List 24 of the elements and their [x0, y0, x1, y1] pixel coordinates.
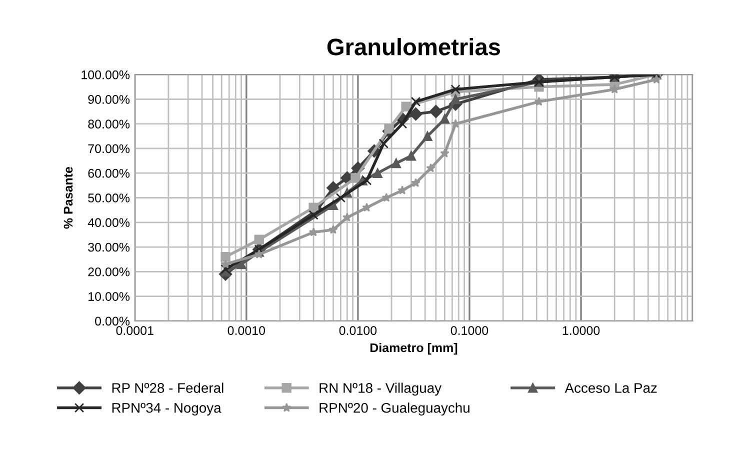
y-tick-label: 40.00% [88, 218, 130, 228]
x-tick-label: 0.0100 [339, 326, 377, 335]
y-tick-label: 90.00% [88, 95, 130, 104]
legend-label: RN Nº18 - Villaguay [320, 382, 442, 396]
y-tick-label: 10.00% [88, 292, 130, 301]
y-tick-label: 0.00% [95, 316, 130, 326]
y-tick-label: 70.00% [88, 144, 130, 154]
y-tick-label: 30.00% [88, 242, 130, 252]
x-tick-label: 0.0010 [228, 326, 266, 335]
legend-label: RPNº34 - Nogoya [112, 402, 222, 416]
y-tick-label: 50.00% [88, 194, 130, 202]
y-tick-label: 80.00% [88, 120, 130, 128]
legend-label: Acceso La Paz [564, 383, 657, 393]
x-axis-title: Diametro [mm] [370, 342, 458, 355]
x-tick-label: 0.1000 [450, 326, 488, 335]
legend-label: RPNº20 - Gualeguaychu [320, 402, 470, 416]
y-axis-title: % Pasante [64, 166, 73, 229]
y-tick-label: 60.00% [88, 168, 130, 178]
y-tick-label: 20.00% [88, 267, 130, 276]
x-tick-label: 0.0001 [116, 326, 154, 335]
x-tick-label: 1.0000 [562, 326, 600, 335]
chart-title: Granulometrias [327, 38, 500, 56]
y-tick-label: 100.00% [82, 70, 130, 80]
legend-label: RP Nº28 - Federal [112, 382, 224, 393]
